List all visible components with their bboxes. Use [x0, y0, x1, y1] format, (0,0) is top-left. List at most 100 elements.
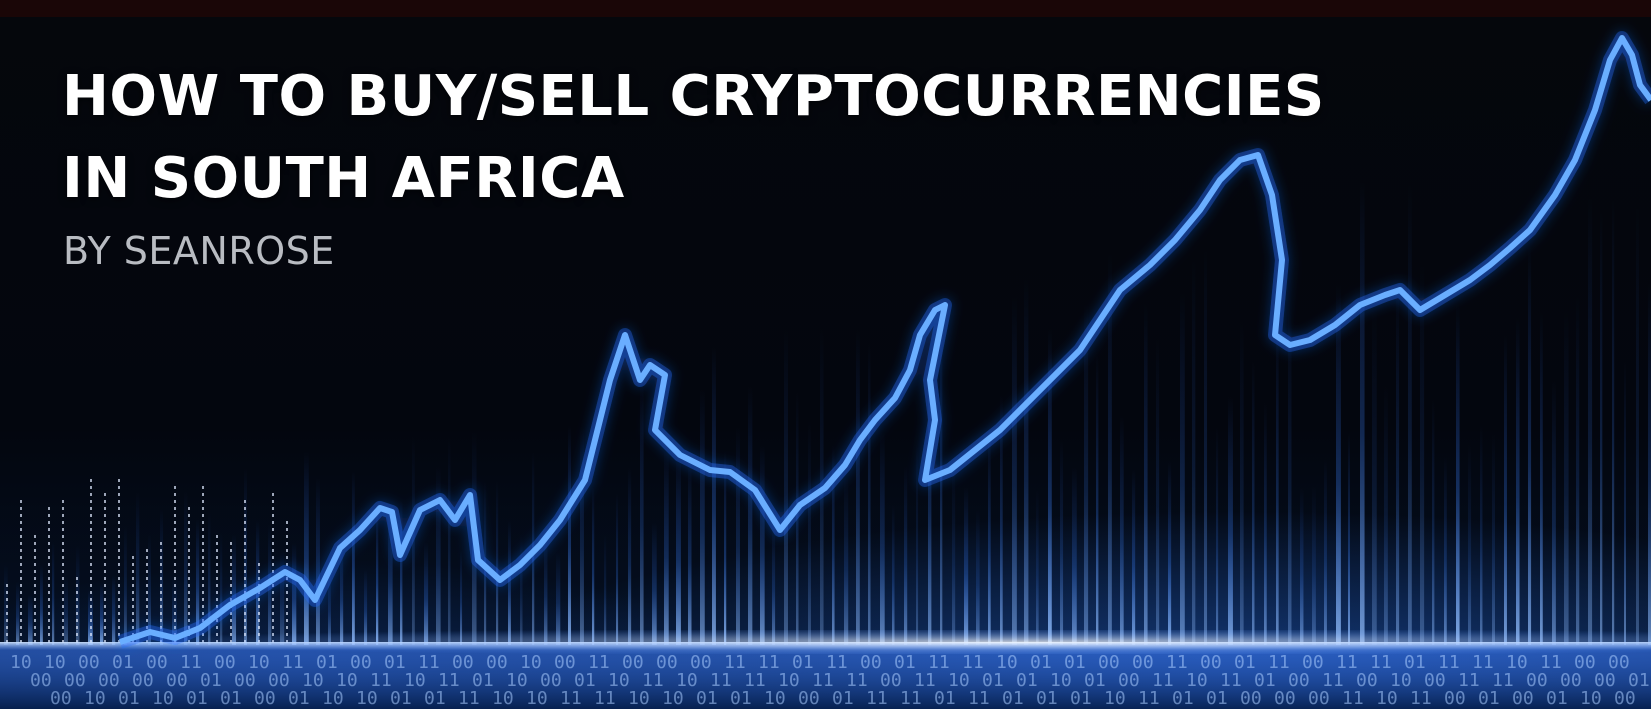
background-bar	[748, 385, 753, 645]
floor-digit: 10	[764, 688, 786, 709]
background-dot	[62, 549, 64, 552]
background-dot	[286, 598, 288, 601]
floor-digit: 11	[370, 670, 392, 691]
background-dot	[146, 591, 148, 594]
floor-digit: 11	[560, 688, 582, 709]
background-dot	[48, 577, 50, 580]
background-bar	[544, 536, 548, 645]
background-dot	[118, 535, 120, 538]
background-dot	[174, 584, 176, 587]
background-dot	[146, 619, 148, 622]
background-dot	[90, 556, 92, 559]
background-bar	[1408, 182, 1412, 645]
background-dot	[132, 605, 134, 608]
background-bar	[964, 486, 969, 645]
background-dot	[202, 563, 204, 566]
background-dot	[34, 605, 36, 608]
background-dot	[90, 619, 92, 622]
background-dot	[230, 556, 232, 559]
background-dot	[48, 605, 50, 608]
background-dot	[48, 626, 50, 629]
background-bar	[520, 534, 523, 645]
floor-digit: 00	[1614, 688, 1636, 709]
background-dot	[146, 549, 148, 552]
background-dot	[48, 598, 50, 601]
floor-digit: 00	[656, 652, 678, 673]
background-dot	[104, 507, 106, 510]
background-bar	[784, 327, 788, 645]
background-dot	[48, 619, 50, 622]
background-dot	[104, 556, 106, 559]
floor-digit: 00	[554, 652, 576, 673]
background-bar	[1252, 359, 1255, 645]
background-bar	[1204, 249, 1208, 645]
floor-digit: 00	[798, 688, 820, 709]
background-dot	[244, 563, 246, 566]
background-dot	[90, 591, 92, 594]
background-dot	[62, 619, 64, 622]
floor-digit: 11	[710, 670, 732, 691]
floor-digit: 10	[84, 688, 106, 709]
floor-digit: 10	[778, 670, 800, 691]
background-dot	[174, 528, 176, 531]
floor-digit: 11	[1152, 670, 1174, 691]
background-dot	[118, 521, 120, 524]
background-dot	[48, 528, 50, 531]
floor-digit: 11	[180, 652, 202, 673]
floor-digit: 11	[588, 652, 610, 673]
background-dot	[62, 570, 64, 573]
background-bar	[772, 523, 776, 645]
background-dot	[118, 605, 120, 608]
floor-digit: 00	[1444, 688, 1466, 709]
floor-digit: 00	[30, 670, 52, 691]
background-dot	[104, 598, 106, 601]
background-bar	[1516, 316, 1520, 645]
background-bar	[1072, 466, 1077, 645]
background-dot	[286, 619, 288, 622]
floor-digit: 01	[982, 670, 1004, 691]
background-dot	[146, 577, 148, 580]
background-dot	[104, 549, 106, 552]
background-dot	[34, 640, 36, 643]
floor-digit: 10	[676, 670, 698, 691]
background-bar	[52, 541, 55, 645]
background-dot	[216, 570, 218, 573]
background-bar	[760, 444, 765, 645]
floor-digit: 11	[846, 670, 868, 691]
floor-digit: 00	[1356, 670, 1378, 691]
background-dot	[174, 598, 176, 601]
background-dot	[258, 626, 260, 629]
background-dot	[104, 514, 106, 517]
background-dot	[76, 640, 78, 643]
background-bar	[148, 533, 151, 645]
background-dot	[62, 521, 64, 524]
banner-title-line-1: HOW TO BUY/SELL CRYPTOCURRENCIES	[62, 64, 1325, 129]
background-dot	[216, 584, 218, 587]
floor-digit: 01	[730, 688, 752, 709]
background-dot	[48, 591, 50, 594]
background-bar	[1564, 308, 1569, 645]
background-dot	[34, 549, 36, 552]
background-dot	[20, 598, 22, 601]
background-bar	[1264, 401, 1267, 645]
background-dot	[202, 570, 204, 573]
floor-digit: 00	[1118, 670, 1140, 691]
background-dot	[286, 563, 288, 566]
floor-digit: 01	[792, 652, 814, 673]
background-dot	[202, 500, 204, 503]
background-bar	[1576, 294, 1580, 645]
background-bar	[316, 477, 320, 645]
background-dot	[286, 535, 288, 538]
background-dot	[244, 535, 246, 538]
floor-digit: 00	[486, 652, 508, 673]
background-dot	[174, 521, 176, 524]
floor-digit: 11	[826, 652, 848, 673]
floor-digit: 01	[894, 652, 916, 673]
background-dot	[76, 584, 78, 587]
floor-digit: 00	[50, 688, 72, 709]
floor-digit: 11	[928, 652, 950, 673]
background-dot	[230, 577, 232, 580]
background-dot	[202, 612, 204, 615]
background-bar	[928, 348, 932, 645]
